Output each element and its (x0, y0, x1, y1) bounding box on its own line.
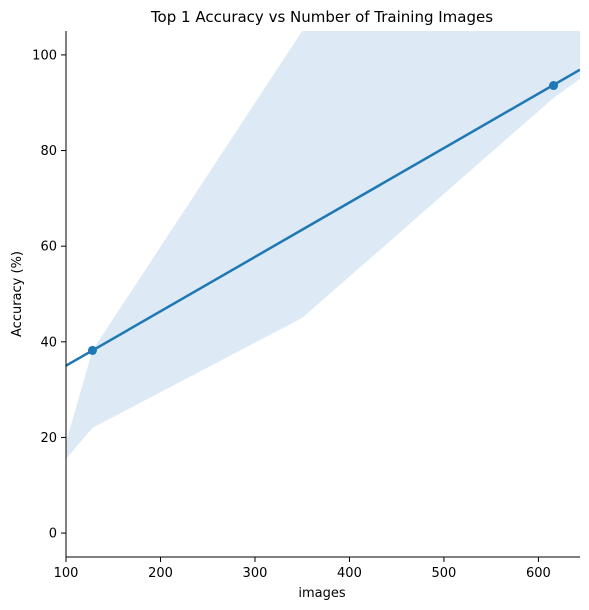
y-axis-label: Accuracy (%) (10, 251, 25, 337)
x-tick-label: 600 (526, 566, 551, 581)
x-tick-label: 500 (432, 566, 457, 581)
y-tick-label: 80 (40, 144, 57, 159)
data-point (87, 345, 97, 355)
y-tick-label: 20 (40, 431, 57, 446)
y-tick-label: 100 (32, 48, 57, 63)
x-axis-label: images (298, 586, 345, 601)
y-tick-label: 60 (40, 240, 57, 255)
y-tick-label: 40 (40, 335, 57, 350)
regression-line (66, 68, 580, 367)
x-tick-label: 200 (148, 566, 173, 581)
y-tick-label: 0 (49, 527, 57, 542)
data-point (549, 81, 559, 91)
x-tick-label: 100 (54, 566, 79, 581)
chart-title: Top 1 Accuracy vs Number of Training Ima… (150, 8, 493, 26)
x-tick-label: 300 (243, 566, 268, 581)
confidence-band (66, 31, 580, 459)
x-tick-label: 400 (337, 566, 362, 581)
